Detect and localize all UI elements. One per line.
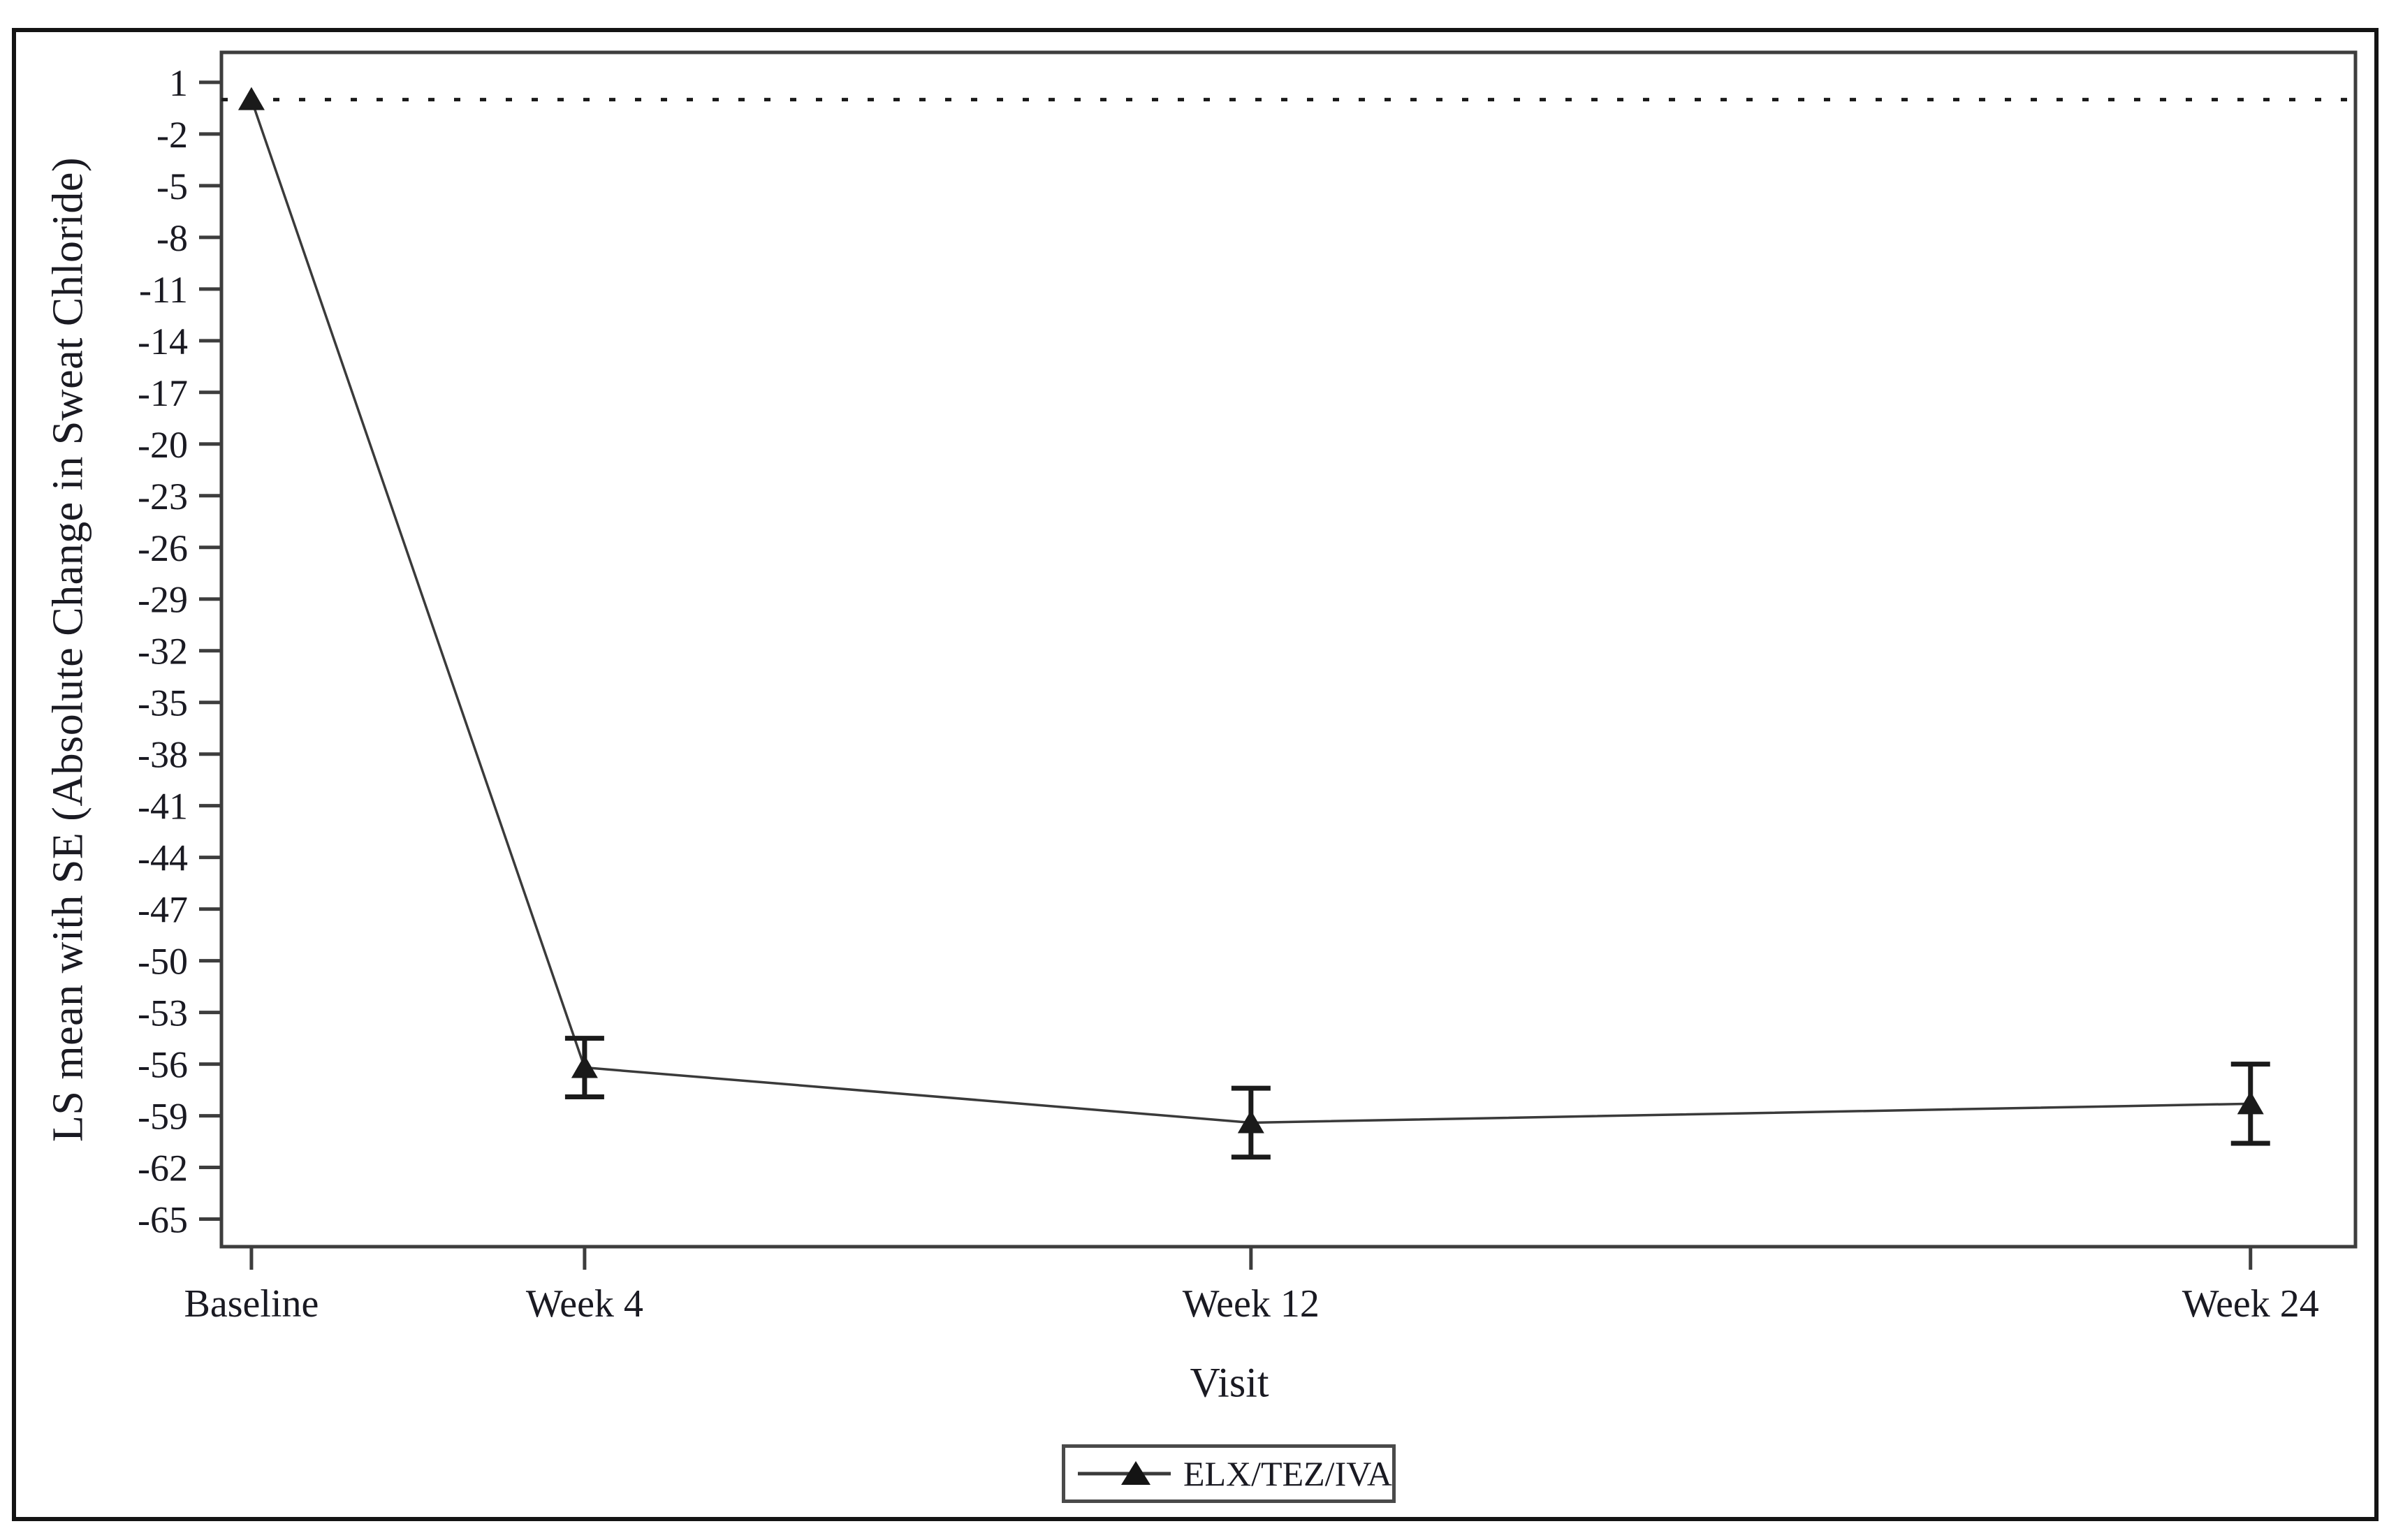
data-point-marker [2237, 1091, 2264, 1115]
y-tick-label: -32 [138, 631, 188, 673]
y-tick-label: -17 [138, 372, 188, 414]
y-tick-label: -8 [156, 217, 188, 259]
y-tick-label: -44 [138, 837, 188, 879]
figure-border [12, 28, 2379, 1521]
y-tick-label: -23 [138, 476, 188, 518]
x-tick-label: Baseline [184, 1282, 319, 1326]
y-tick-label: -50 [138, 941, 188, 983]
x-axis-title: Visit [1190, 1359, 1269, 1406]
data-point-marker [1237, 1110, 1264, 1134]
y-axis-title: LS mean with SE (Absolute Change in Swea… [44, 157, 92, 1142]
y-tick-label: -14 [138, 321, 188, 362]
y-tick-label: -41 [138, 786, 188, 828]
x-tick-label: Week 24 [2182, 1282, 2319, 1326]
y-tick-label: -2 [156, 114, 188, 156]
y-tick-label: -62 [138, 1147, 188, 1189]
y-tick-label: -53 [138, 992, 188, 1034]
data-point-marker [571, 1055, 598, 1078]
y-tick-label: -59 [138, 1096, 188, 1138]
y-tick-label: -5 [156, 166, 188, 207]
legend-entry-label: ELX/TEZ/IVA [1183, 1454, 1392, 1493]
x-tick-label: Week 12 [1183, 1282, 1320, 1326]
legend-triangle-icon [1121, 1461, 1150, 1485]
y-tick-label: -29 [138, 579, 188, 621]
x-tick-label: Week 4 [526, 1282, 643, 1326]
y-tick-label: -20 [138, 424, 188, 466]
series-line [250, 99, 2251, 1124]
y-tick-label: -35 [138, 682, 188, 724]
y-tick-label: 1 [169, 62, 188, 104]
data-point-marker [238, 87, 265, 110]
y-tick-label: -56 [138, 1044, 188, 1086]
y-tick-label: -47 [138, 889, 188, 931]
plot-frame [219, 50, 2358, 1249]
y-tick-label: -65 [138, 1199, 188, 1241]
y-tick-label: -26 [138, 527, 188, 569]
legend-sample [1078, 1461, 1171, 1485]
legend: ELX/TEZ/IVA [1062, 1444, 1396, 1503]
y-tick-label: -38 [138, 734, 188, 776]
y-tick-label: -11 [139, 269, 188, 311]
